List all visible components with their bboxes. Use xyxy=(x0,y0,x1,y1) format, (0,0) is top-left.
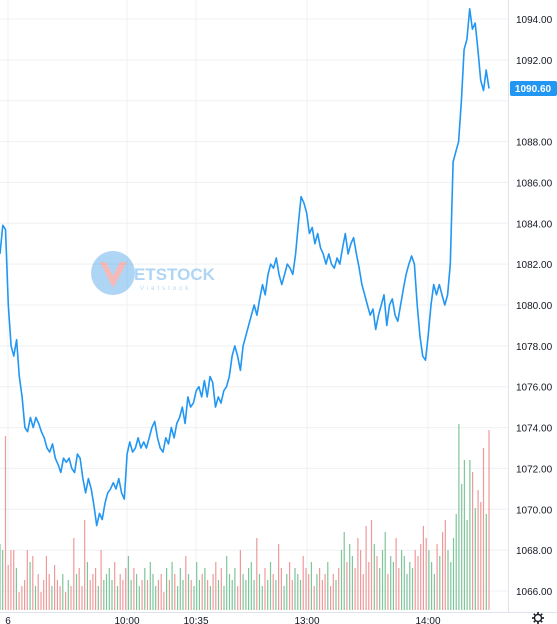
y-tick-label: 1086.00 xyxy=(516,178,553,189)
y-tick-label: 1068.00 xyxy=(516,546,553,557)
y-tick-label: 1070.00 xyxy=(516,505,553,516)
price-line xyxy=(0,8,490,527)
y-tick-label: 1078.00 xyxy=(516,342,553,353)
x-tick-label: 14:00 xyxy=(415,616,440,624)
y-tick-label: 1066.00 xyxy=(516,587,553,598)
y-tick-label: 1084.00 xyxy=(516,219,553,230)
last-price-tag: 1090.60 xyxy=(510,81,557,96)
y-tick-label: 1082.00 xyxy=(516,260,553,271)
vietstock-watermark: ETSTOCK Vietstock xyxy=(91,251,216,295)
y-tick-label: 1080.00 xyxy=(516,301,553,312)
gear-icon-teeth xyxy=(532,612,544,624)
time-axis[interactable]: 6 10:00 10:35 13:00 14:00 xyxy=(5,616,441,624)
watermark-logo-icon xyxy=(91,251,135,295)
x-tick-label: 6 xyxy=(5,616,11,624)
x-tick-label: 10:00 xyxy=(114,616,139,624)
y-tick-label: 1088.00 xyxy=(516,138,553,149)
y-tick-label: 1076.00 xyxy=(516,383,553,394)
watermark-title: ETSTOCK xyxy=(134,265,216,284)
x-tick-label: 10:35 xyxy=(183,616,208,624)
last-price-value: 1090.60 xyxy=(515,84,552,95)
settings-button[interactable] xyxy=(532,612,544,624)
y-tick-label: 1092.00 xyxy=(516,56,553,67)
y-tick-label: 1072.00 xyxy=(516,464,553,475)
price-axis[interactable]: 1066.00 1068.00 1070.00 1072.00 1074.00 1076.… xyxy=(516,15,553,598)
y-tick-label: 1094.00 xyxy=(516,15,553,26)
gear-icon xyxy=(533,613,543,623)
y-tick-label: 1074.00 xyxy=(516,424,553,435)
volume-bars xyxy=(0,424,490,610)
last-price-tag-bg xyxy=(510,81,557,96)
watermark-logo-mark xyxy=(100,262,127,288)
chart-grid xyxy=(0,0,508,612)
x-tick-label: 13:00 xyxy=(294,616,319,624)
watermark-subtitle: Vietstock xyxy=(140,286,191,292)
